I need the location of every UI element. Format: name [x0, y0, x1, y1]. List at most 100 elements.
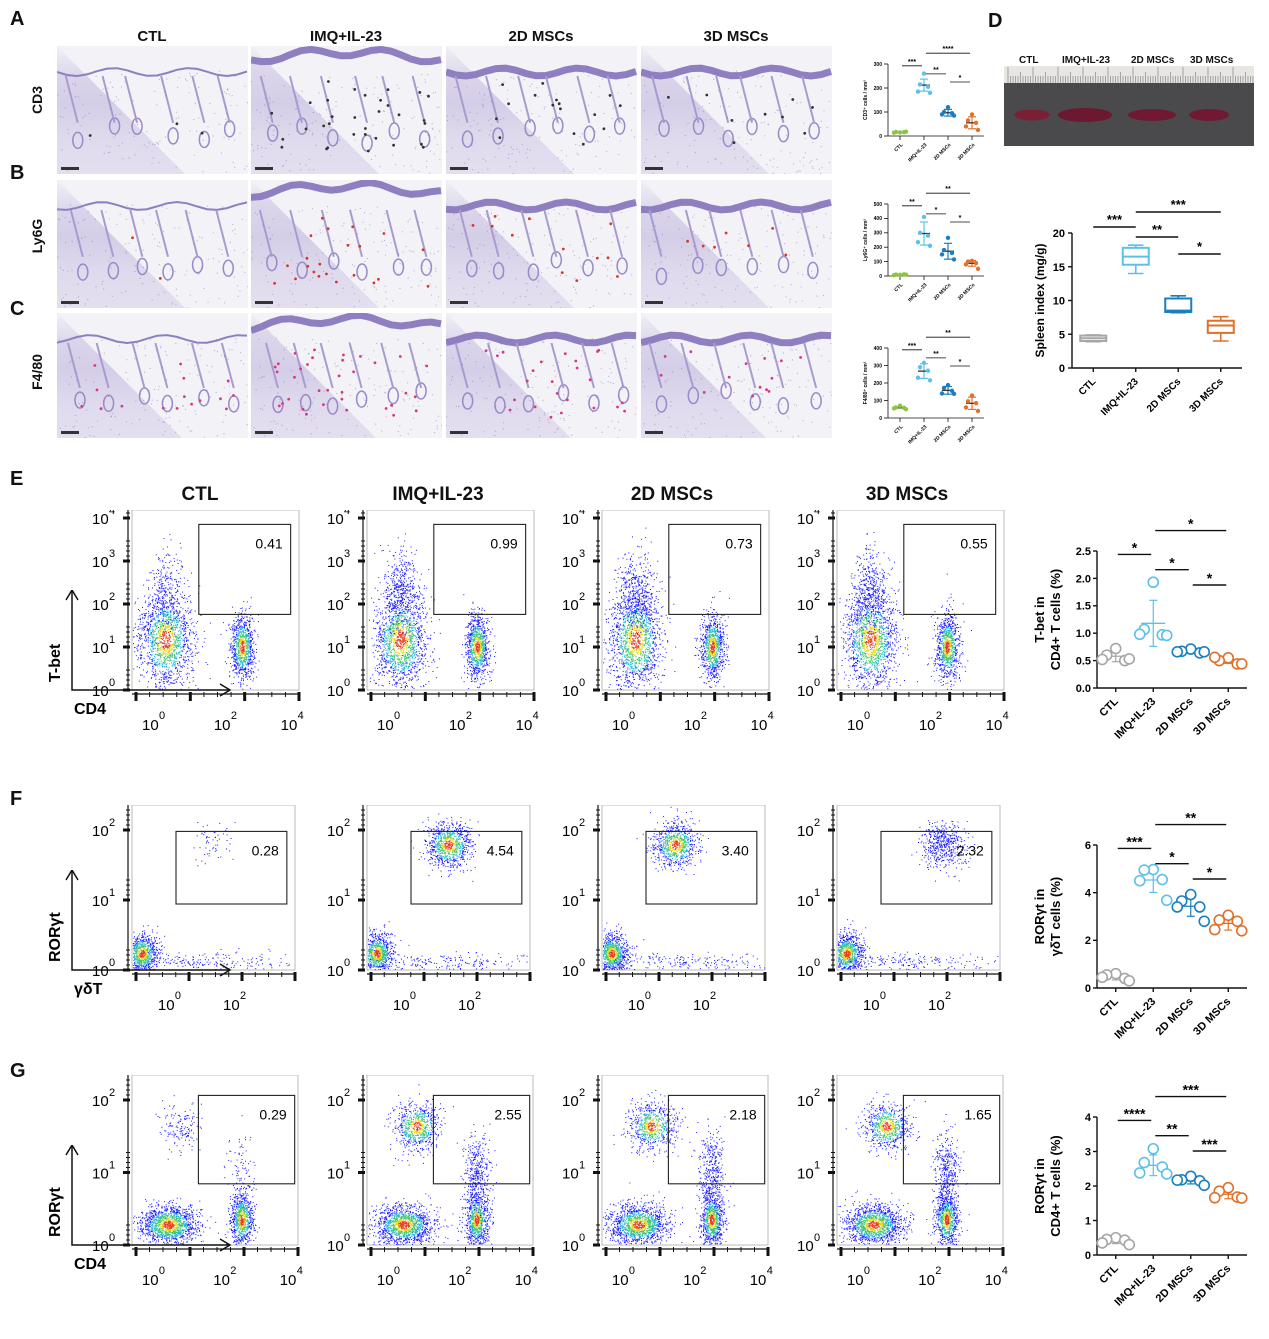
- nucleus-dot: [357, 233, 359, 235]
- positive-cell: [763, 112, 767, 116]
- nucleus-dot: [318, 92, 320, 94]
- nucleus-dot: [158, 79, 160, 81]
- nucleus-dot: [803, 250, 805, 252]
- nucleus-dot: [149, 339, 152, 341]
- nucleus-dot: [502, 428, 504, 430]
- nucleus-dot: [109, 146, 111, 148]
- positive-cell: [232, 394, 235, 397]
- nucleus-dot: [645, 138, 647, 141]
- nucleus-dot: [351, 87, 353, 89]
- nucleus-dot: [314, 377, 316, 379]
- nucleus-dot: [418, 405, 420, 407]
- nucleus-dot: [115, 135, 117, 137]
- hair-follicle: [810, 392, 822, 410]
- nucleus-dot: [187, 211, 189, 213]
- nucleus-dot: [364, 289, 366, 291]
- nucleus-dot: [152, 143, 154, 145]
- hair-follicle: [746, 117, 758, 136]
- gate-percentage: 2.55: [494, 1106, 521, 1122]
- dot-cloud: [603, 527, 730, 690]
- nucleus-dot: [469, 125, 472, 127]
- nucleus-dot: [734, 301, 736, 303]
- nucleus-dot: [162, 434, 164, 436]
- nucleus-dot: [786, 134, 788, 136]
- positive-cell: [510, 233, 514, 237]
- background-region: [251, 46, 442, 174]
- x-tick-label: 10: [377, 717, 394, 734]
- nucleus-dot: [609, 293, 611, 295]
- nucleus-dot: [251, 144, 253, 146]
- nucleus-dot: [235, 341, 237, 343]
- positive-cell: [301, 407, 305, 411]
- data-point: [1138, 1156, 1151, 1169]
- nucleus-dot: [414, 147, 416, 149]
- nucleus-dot: [81, 237, 83, 239]
- nucleus-dot: [582, 245, 584, 247]
- histo-col-title-3d: 3D MSCs: [641, 28, 831, 45]
- nucleus-dot: [619, 429, 621, 431]
- nucleus-dot: [457, 119, 459, 121]
- nucleus-dot: [335, 101, 337, 103]
- nucleus-dot: [227, 358, 229, 360]
- nucleus-dot: [59, 427, 61, 429]
- nucleus-dot: [538, 426, 540, 428]
- data-point: [975, 127, 981, 133]
- significance-label: **: [1152, 222, 1163, 237]
- nucleus-dot: [459, 271, 461, 273]
- gate-percentage: 0.55: [960, 535, 987, 551]
- nucleus-dot: [91, 240, 93, 243]
- nucleus-dot: [748, 388, 750, 390]
- positive-cell: [352, 370, 355, 374]
- nucleus-dot: [692, 416, 694, 418]
- nucleus-dot: [407, 433, 409, 435]
- nucleus-dot: [186, 307, 188, 308]
- nucleus-dot: [641, 229, 642, 231]
- follicle-shaft: [319, 342, 334, 389]
- scale-bar: [255, 167, 273, 170]
- nucleus-dot: [818, 168, 820, 170]
- data-point: [921, 214, 927, 220]
- nucleus-dot: [531, 113, 533, 115]
- nucleus-dot: [285, 346, 287, 348]
- histology-image-f480-ctl: [57, 313, 248, 438]
- nucleus-dot: [779, 222, 781, 224]
- nucleus-dot: [595, 237, 597, 239]
- nucleus-dot: [752, 431, 754, 433]
- x-tick-label: 2D MSCs: [1154, 1263, 1196, 1305]
- nucleus-dot: [268, 122, 270, 124]
- nucleus-dot: [782, 286, 784, 288]
- nucleus-dot: [503, 231, 505, 233]
- nucleus-dot: [341, 86, 343, 88]
- significance-label: **: [909, 199, 915, 206]
- nucleus-dot: [705, 264, 708, 266]
- nucleus-dot: [102, 280, 104, 283]
- nucleus-dot: [737, 411, 739, 413]
- nucleus-dot: [749, 412, 751, 414]
- nucleus-dot: [697, 234, 699, 237]
- nucleus-dot: [410, 429, 412, 431]
- nucleus-dot: [475, 361, 477, 363]
- nucleus-dot: [740, 343, 742, 345]
- nucleus-dot: [144, 355, 147, 357]
- nucleus-dot: [206, 365, 208, 367]
- nucleus-dot: [828, 162, 831, 164]
- nucleus-dot: [814, 138, 816, 140]
- nucleus-dot: [225, 356, 227, 358]
- positive-cell: [623, 409, 626, 413]
- y-tick-label: 10: [92, 963, 109, 980]
- nucleus-dot: [682, 72, 684, 74]
- y-tick-label: 0: [1085, 983, 1091, 995]
- nucleus-dot: [70, 360, 72, 362]
- nucleus-dot: [494, 156, 496, 158]
- nucleus-dot: [366, 257, 368, 260]
- x-tick-label: 2D MSCs: [933, 424, 953, 444]
- y-tick-label: 10: [327, 511, 344, 528]
- nucleus-dot: [172, 301, 174, 303]
- positive-cell: [226, 379, 230, 383]
- y-tick-exponent: 0: [579, 957, 585, 969]
- positive-cell: [326, 146, 330, 150]
- x-tick-exponent: 0: [410, 990, 416, 1002]
- nucleus-dot: [767, 350, 769, 352]
- nucleus-dot: [288, 133, 290, 136]
